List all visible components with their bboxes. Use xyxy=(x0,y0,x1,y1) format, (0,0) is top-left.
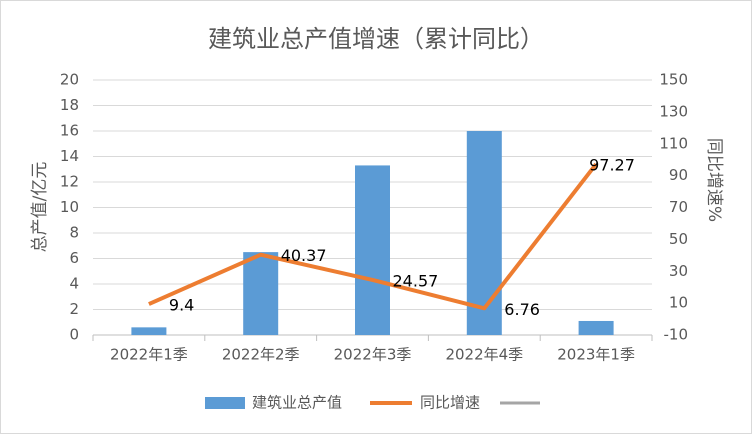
x-tick-label: 2022年3季 xyxy=(334,346,412,364)
data-label: 6.76 xyxy=(504,300,540,319)
data-label: 97.27 xyxy=(589,156,635,175)
data-label: 9.4 xyxy=(169,296,194,315)
y-tick-label: 20 xyxy=(60,71,79,89)
y-tick-label: 16 xyxy=(60,122,79,140)
data-label: 40.37 xyxy=(281,246,327,265)
y2-tick-label: 50 xyxy=(669,230,688,248)
bar xyxy=(578,320,614,335)
y2-tick-label: 30 xyxy=(669,262,688,280)
y2-tick-label: 70 xyxy=(669,198,688,216)
bar xyxy=(466,131,502,335)
y-tick-label: 8 xyxy=(69,224,79,242)
y-tick-label: 12 xyxy=(60,173,79,191)
data-label: 24.57 xyxy=(393,271,439,290)
bar xyxy=(243,252,279,335)
y-tick-label: 4 xyxy=(69,275,79,293)
y2-tick-label: 150 xyxy=(659,71,688,89)
y2-tick-label: 10 xyxy=(669,294,688,312)
chart-title: 建筑业总产值增速（累计同比） xyxy=(208,25,544,53)
y-axis-label: 总产值/亿元 xyxy=(30,162,50,253)
y2-tick-label: 130 xyxy=(659,102,688,120)
x-tick-label: 2022年1季 xyxy=(110,346,188,364)
y-tick-label: 2 xyxy=(69,300,79,318)
bar xyxy=(131,327,167,335)
y-tick-label: 10 xyxy=(60,198,79,216)
y-tick-label: 6 xyxy=(69,249,79,267)
legend-swatch xyxy=(205,397,245,409)
y2-tick-label: 110 xyxy=(659,134,688,152)
y-tick-label: 0 xyxy=(69,326,79,344)
y-tick-label: 14 xyxy=(60,147,79,165)
legend-label: 建筑业总产值 xyxy=(252,394,342,412)
y2-tick-label: 90 xyxy=(669,166,688,184)
x-tick-label: 2023年1季 xyxy=(557,346,635,364)
bar xyxy=(355,165,390,335)
x-tick-label: 2022年4季 xyxy=(445,346,523,364)
x-tick-label: 2022年2季 xyxy=(222,346,300,364)
legend-label: 同比增速 xyxy=(420,394,480,412)
line xyxy=(148,162,598,311)
y-tick-label: 18 xyxy=(60,96,79,114)
y2-tick-label: -10 xyxy=(664,326,689,344)
y2-axis-label: 同比增速% xyxy=(704,138,724,222)
